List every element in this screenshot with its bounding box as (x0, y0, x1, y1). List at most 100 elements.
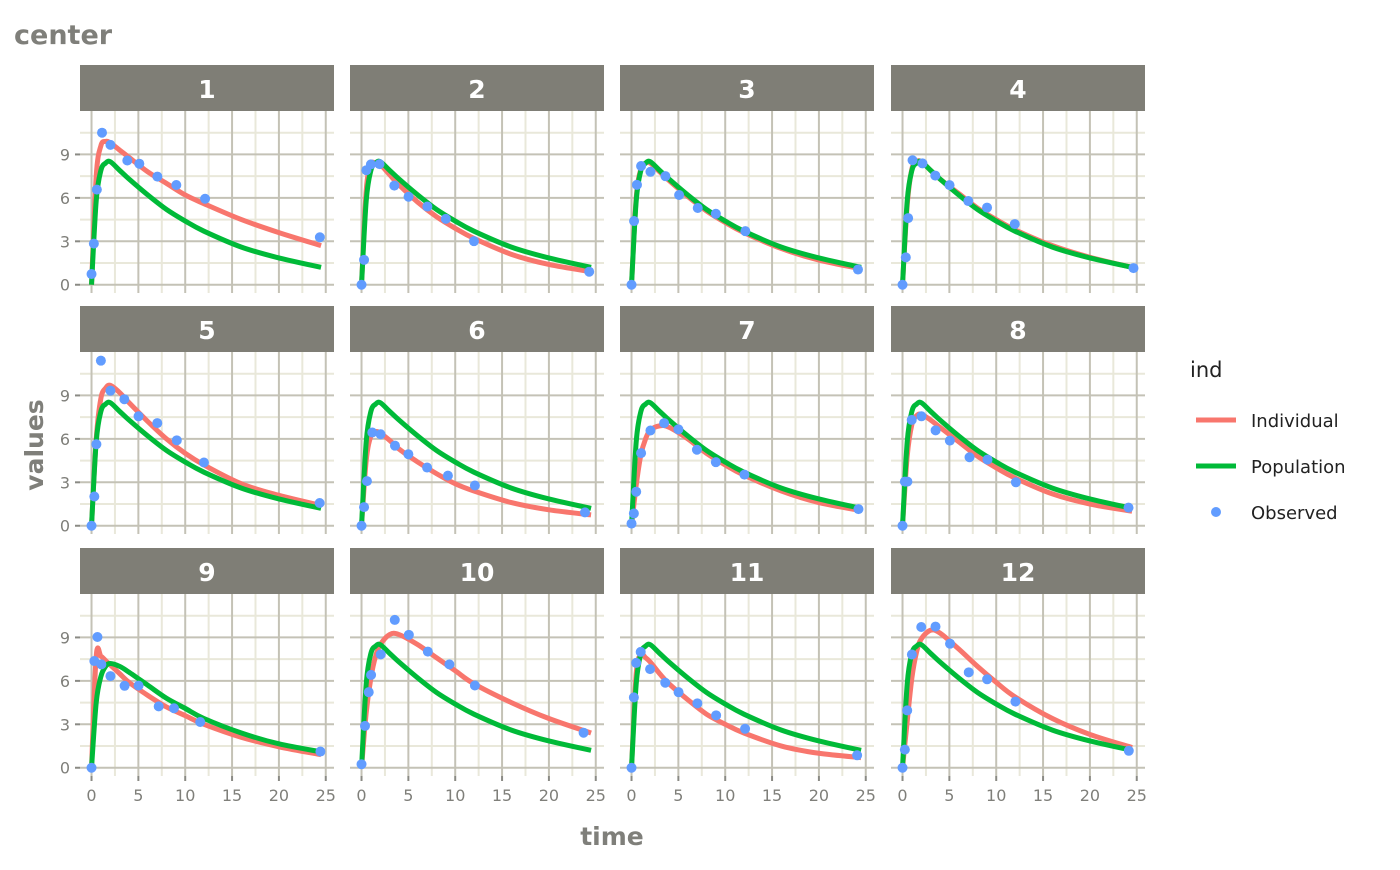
x-tick-label: 5 (403, 786, 413, 805)
population-line (89, 158, 322, 285)
facet-panel-3: 3 (620, 65, 874, 293)
y-tick-label: 3 (60, 473, 70, 492)
plot-background (891, 111, 1145, 293)
facet-strip (350, 306, 604, 352)
observed-point (1009, 219, 1020, 230)
x-tick-label: 20 (1080, 786, 1100, 805)
observed-point (403, 629, 414, 640)
observed-point (906, 414, 917, 425)
observed-point (710, 457, 721, 468)
facet-panel-10: 10 0 5 10 15 20 25 (350, 548, 606, 805)
observed-point (134, 158, 145, 169)
observed-point (740, 723, 751, 734)
observed-point (691, 444, 702, 455)
observed-point (659, 418, 670, 429)
facet-strip (350, 548, 604, 594)
observed-point (740, 226, 751, 237)
facet-strip-label: 10 (460, 558, 495, 587)
observed-point (584, 266, 595, 277)
y-tick-label: 0 (60, 517, 70, 536)
y-tick-label: 0 (60, 759, 70, 778)
observed-point (95, 355, 106, 366)
x-tick-label: 10 (175, 786, 195, 805)
observed-point (982, 202, 993, 213)
observed-point (944, 435, 955, 446)
observed-point (133, 680, 144, 691)
observed-point (897, 762, 908, 773)
observed-point (963, 667, 974, 678)
observed-point (1010, 696, 1021, 707)
observed-point (645, 166, 656, 177)
y-tick-label: 0 (60, 276, 70, 295)
population-line (900, 399, 1133, 526)
x-tick-label: 15 (762, 786, 782, 805)
observed-point (469, 480, 480, 491)
plot-background (891, 594, 1145, 776)
observed-point (628, 508, 639, 519)
observed-point (361, 476, 372, 487)
x-tick-label: 25 (856, 786, 876, 805)
facet-strip (620, 548, 874, 594)
observed-point (900, 252, 911, 263)
observed-point (982, 454, 993, 465)
observed-point (375, 649, 386, 660)
y-tick-label: 9 (60, 145, 70, 164)
legend-label-population: Population (1251, 457, 1346, 478)
observed-point (916, 622, 927, 633)
facet-strip (891, 548, 1145, 594)
observed-point (422, 462, 433, 473)
observed-point (422, 201, 433, 212)
observed-point (105, 671, 116, 682)
observed-point (356, 759, 367, 770)
observed-point (1128, 263, 1139, 274)
observed-point (444, 659, 455, 670)
observed-point (86, 269, 97, 280)
x-tick-label: 0 (356, 786, 366, 805)
observed-point (403, 191, 414, 202)
individual-line (89, 138, 322, 285)
facet-panel-8: 8 (891, 306, 1145, 534)
facet-strip-label: 8 (1009, 316, 1026, 345)
observed-point (92, 632, 103, 643)
observed-point (660, 171, 671, 182)
observed-point (91, 184, 102, 195)
facet-strip-label: 12 (1001, 558, 1036, 587)
observed-point (907, 155, 918, 166)
observed-point (897, 520, 908, 531)
observed-point (315, 746, 326, 757)
observed-point (314, 232, 325, 243)
x-tick-label: 10 (445, 786, 465, 805)
observed-point (944, 180, 955, 191)
x-tick-label: 5 (944, 786, 954, 805)
x-tick-label: 0 (86, 786, 96, 805)
observed-point (899, 744, 910, 755)
x-tick-label: 0 (626, 786, 636, 805)
facet-strip-label: 4 (1009, 75, 1026, 104)
observed-point (673, 687, 684, 698)
observed-point (359, 720, 370, 731)
x-tick-label: 15 (1033, 786, 1053, 805)
observed-point (356, 279, 367, 290)
observed-point (363, 687, 374, 698)
x-tick-label: 25 (586, 786, 606, 805)
plot-background (620, 594, 874, 776)
observed-point (982, 674, 993, 685)
observed-point (916, 411, 927, 422)
observed-point (152, 418, 163, 429)
x-tick-label: 15 (222, 786, 242, 805)
observed-point (645, 664, 656, 675)
observed-point (645, 425, 656, 436)
facet-panel-6: 6 (350, 306, 604, 534)
observed-point (171, 435, 182, 446)
observed-point (635, 646, 646, 657)
legend-title: ind (1190, 358, 1222, 382)
facet-panel-7: 7 (620, 306, 874, 534)
observed-point (930, 425, 941, 436)
y-tick-label: 3 (60, 232, 70, 251)
facet-strip-label: 9 (198, 558, 215, 587)
observed-point (88, 238, 99, 249)
x-axis-label: time (580, 822, 644, 851)
observed-point (356, 520, 367, 531)
chart-title: center (14, 20, 113, 51)
